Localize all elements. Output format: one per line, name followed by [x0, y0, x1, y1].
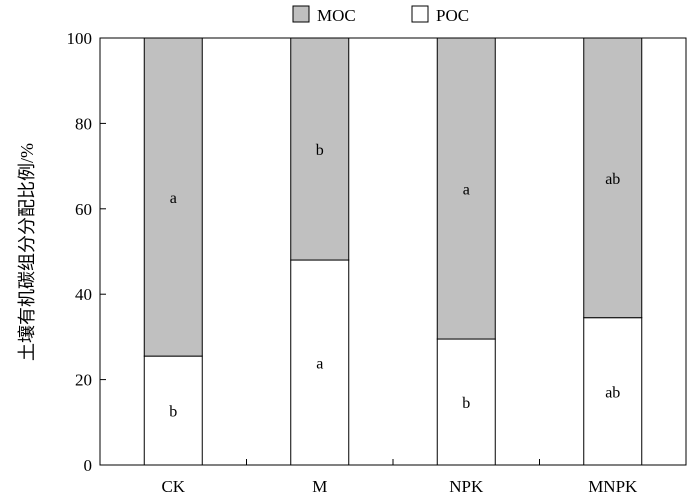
y-tick-label: 100: [67, 29, 93, 48]
y-tick-label: 20: [75, 371, 92, 390]
bar-label: ab: [605, 384, 620, 401]
y-tick-label: 60: [75, 200, 92, 219]
plot-frame: [99, 37, 687, 466]
bar-label: a: [463, 182, 470, 199]
bar-poc-m: [290, 259, 350, 466]
x-tick-label: M: [312, 477, 327, 496]
bar-label: b: [462, 395, 470, 412]
bar-label: a: [316, 356, 323, 373]
bar-poc-ck: [143, 355, 203, 466]
legend-swatch-poc: [411, 5, 429, 23]
bar-label: ab: [605, 171, 620, 188]
bar-label: a: [170, 190, 177, 207]
legend-swatch-moc: [292, 5, 310, 23]
bar-moc-mnpk: [583, 37, 643, 319]
x-tick-label: CK: [161, 477, 185, 496]
legend-label-poc: POC: [436, 6, 469, 25]
y-tick-label: 80: [75, 114, 92, 133]
bar-poc-npk: [436, 338, 496, 466]
bar-label: b: [316, 142, 324, 159]
bar-moc-npk: [436, 37, 496, 340]
x-tick-label: MNPK: [588, 477, 638, 496]
y-tick-label: 40: [75, 285, 92, 304]
legend-label-moc: MOC: [317, 6, 356, 25]
x-axis-ticks: CK M NPK MNPK: [161, 459, 638, 496]
bar-moc-m: [290, 37, 350, 261]
y-axis-label: 土壤有机碳组分分配比例/%: [17, 143, 37, 361]
bar-label: b: [169, 404, 177, 421]
legend: MOC POC: [292, 5, 469, 25]
x-tick-label: NPK: [449, 477, 484, 496]
y-tick-label: 0: [84, 456, 93, 475]
